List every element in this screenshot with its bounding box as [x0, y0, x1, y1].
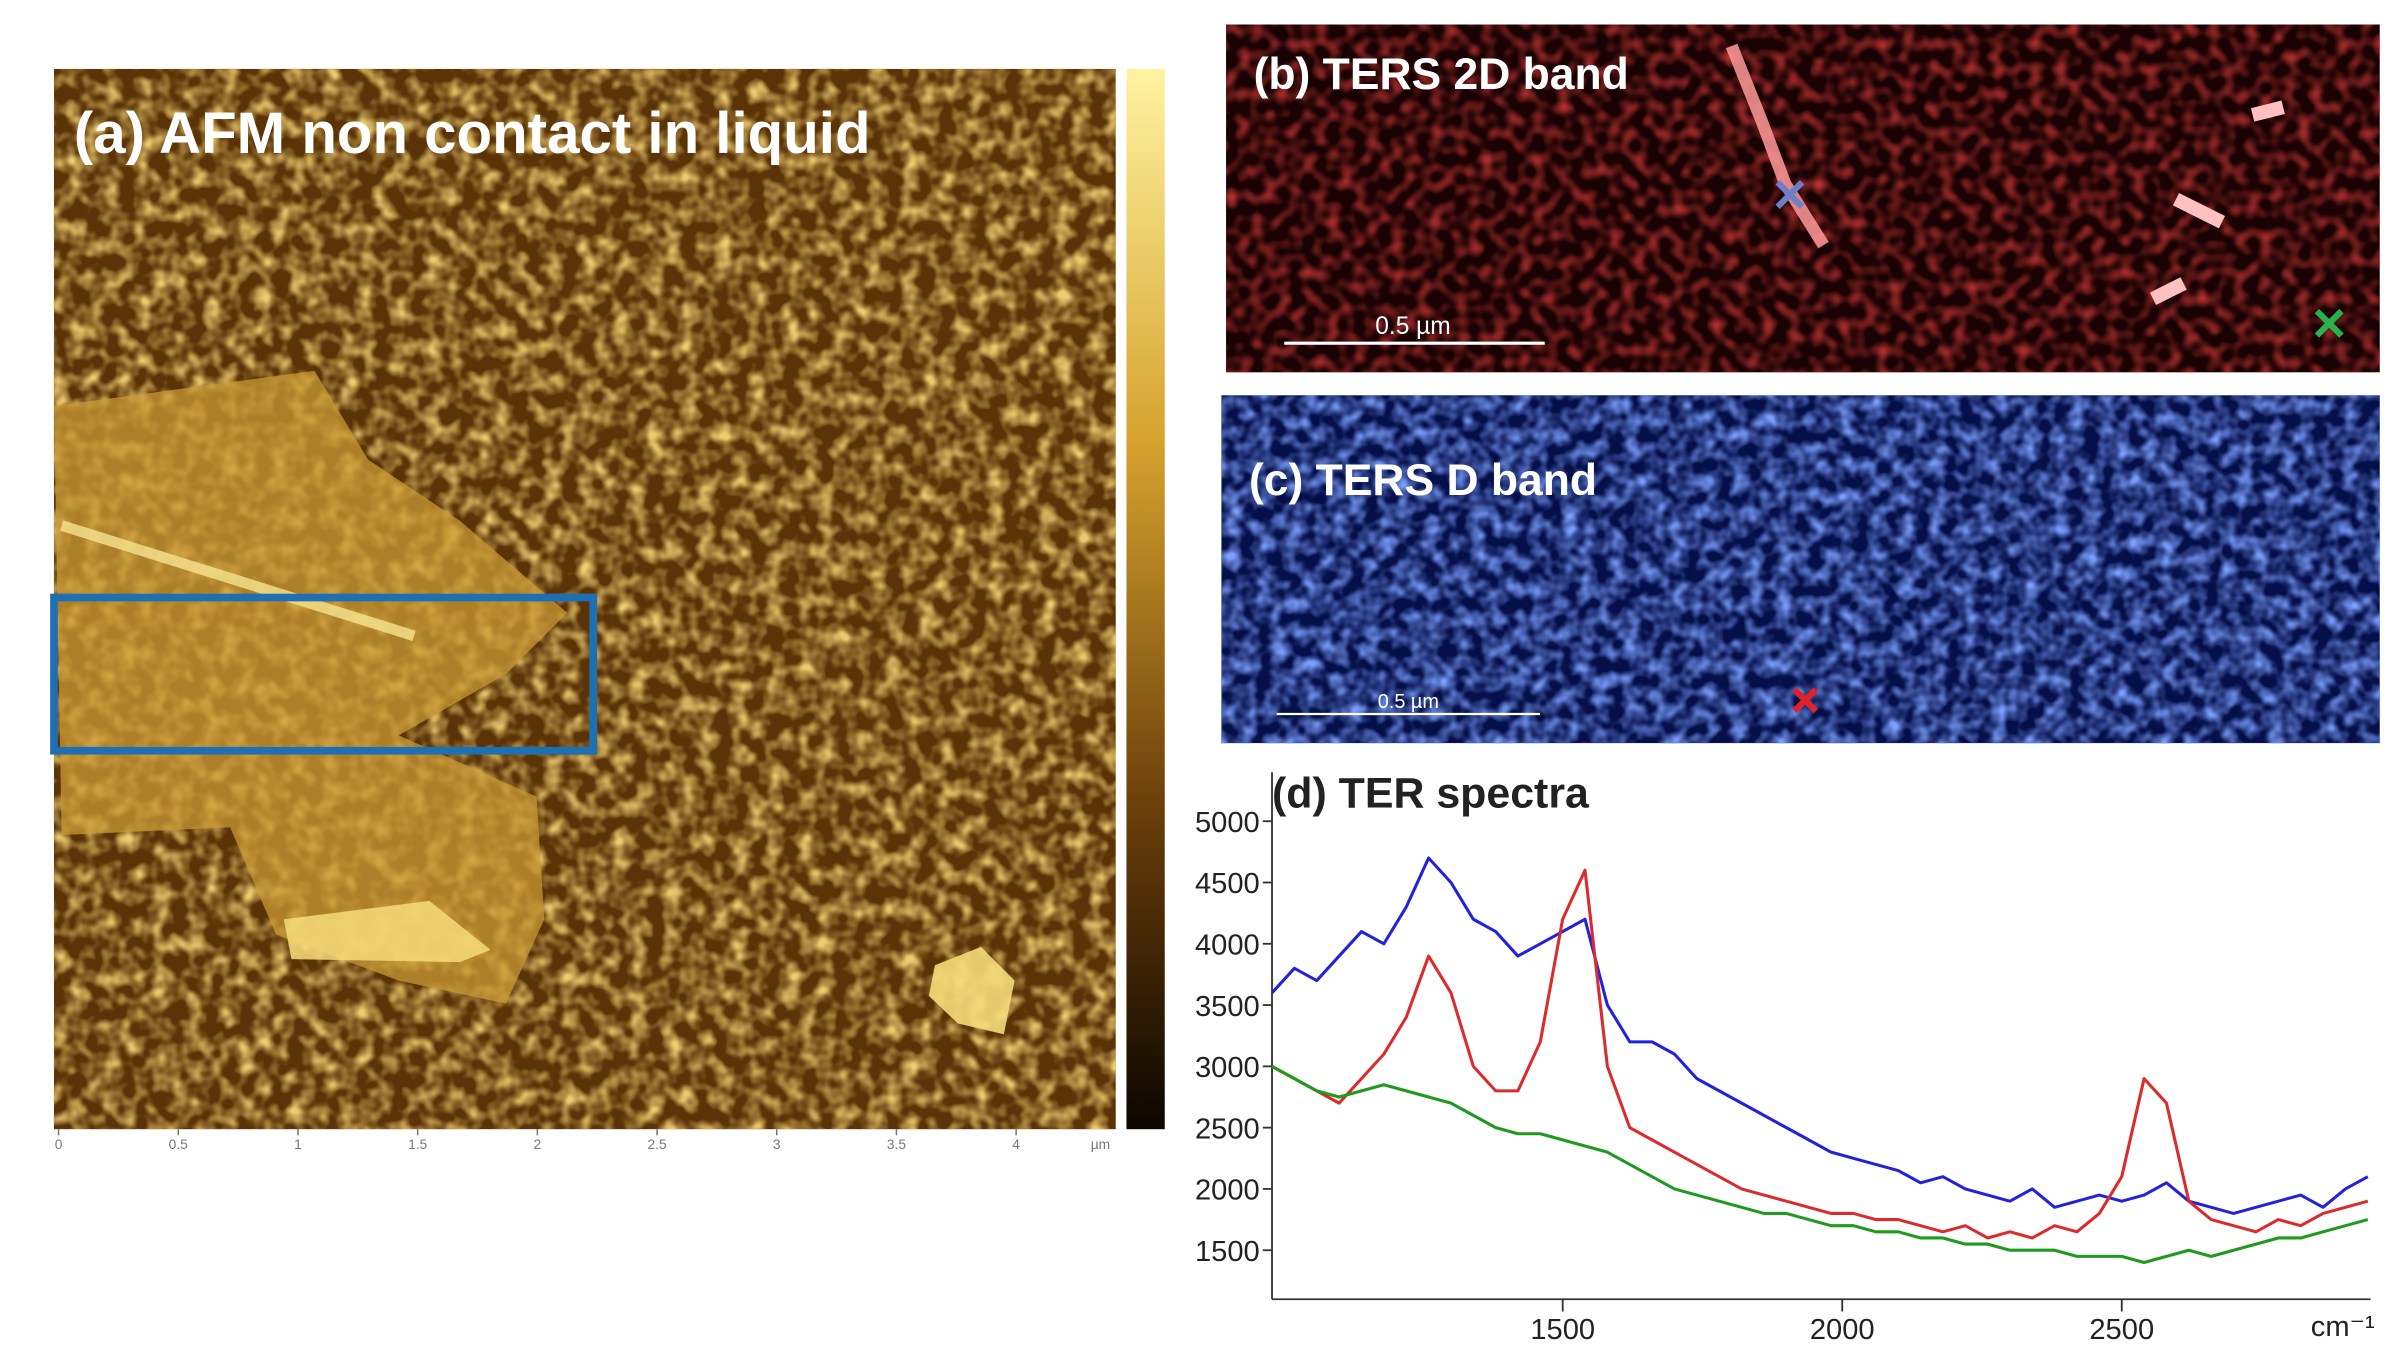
marker-red: [1792, 687, 1819, 714]
y-tick-label: 2500: [1195, 1113, 1260, 1145]
chart-title: (d) TER spectra: [1272, 769, 1590, 817]
afm-particle: [928, 946, 1015, 1035]
x-axis-label: cm⁻¹: [2311, 1311, 2375, 1343]
afm-x-tick-label: 3.5: [887, 1137, 906, 1152]
afm-x-tick-label: 3: [773, 1137, 781, 1152]
y-tick-label: 3000: [1195, 1052, 1260, 1084]
afm-x-tick-label: 1.5: [408, 1137, 427, 1152]
x-tick-label: 2500: [2089, 1314, 2154, 1346]
panel-b-title: (b) TERS 2D band: [1254, 50, 1629, 99]
y-tick-label: 4500: [1195, 868, 1260, 900]
panel-c-title: (c) TERS D band: [1249, 456, 1597, 505]
afm-fold: [60, 520, 416, 641]
y-tick-label: 5000: [1195, 807, 1260, 839]
marker-green: [2314, 308, 2344, 338]
afm-x-tick-label: 4: [1012, 1137, 1020, 1152]
x-tick-label: 1500: [1530, 1314, 1595, 1346]
y-tick-label: 3500: [1195, 991, 1260, 1023]
ters-2d-feature: [1725, 43, 1829, 249]
afm-x-axis: 0 0.5 1 1.5 2 2.5 3 3.5 4 µm: [55, 1129, 1110, 1152]
marker-blue: [1775, 180, 1805, 210]
colorbar: [1126, 68, 1165, 1130]
selection-box: [50, 593, 598, 755]
afm-flake-bright: [283, 900, 491, 963]
afm-x-tick-label: 2.5: [647, 1137, 666, 1152]
scale-bar-label: 0.5 µm: [1375, 313, 1450, 340]
afm-x-tick-label: 2: [534, 1137, 542, 1152]
x-tick-label: 2000: [1810, 1314, 1875, 1346]
afm-x-unit: µm: [1091, 1137, 1110, 1152]
afm-x-tick-label: 1: [294, 1137, 302, 1152]
y-tick-label: 2000: [1195, 1175, 1260, 1207]
y-tick-label: 1500: [1195, 1236, 1260, 1268]
afm-x-tick-label: 0: [55, 1137, 63, 1152]
y-tick-label: 4000: [1195, 930, 1260, 962]
afm-x-tick-label: 0.5: [169, 1137, 188, 1152]
ters-2d-spots: [2149, 100, 2285, 305]
spectrum-line: [1271, 868, 2369, 1240]
spectrum-line: [1270, 856, 2369, 1215]
panel-a-title: (a) AFM non contact in liquid: [74, 101, 871, 166]
spectrum-line: [1271, 1065, 2369, 1265]
afm-flake: [53, 370, 568, 1004]
spectra-chart: (d) TER spectra cm⁻¹ 1500 2000 2500 3000 350…: [1195, 769, 2375, 1346]
scale-bar-label: 0.5 µm: [1378, 691, 1439, 713]
ters-d-texture: [1221, 395, 2380, 744]
